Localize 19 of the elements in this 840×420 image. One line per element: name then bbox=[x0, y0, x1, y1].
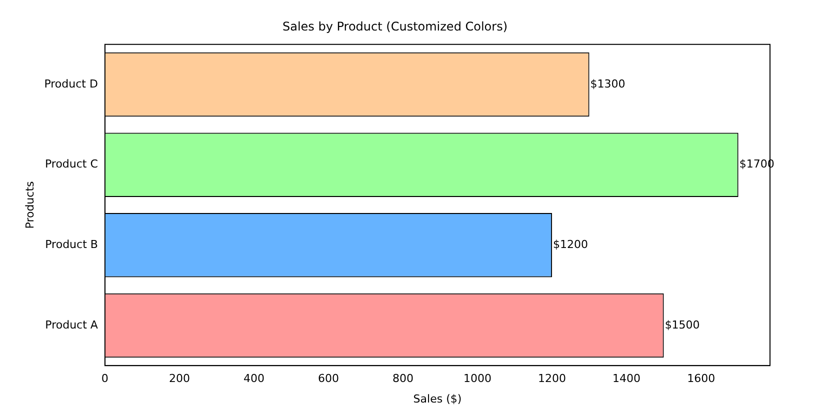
data-label: $1200 bbox=[553, 238, 588, 252]
data-label: $1300 bbox=[590, 77, 626, 90]
x-tick-label: 1400 bbox=[612, 372, 641, 386]
x-tick-label: 1200 bbox=[538, 372, 566, 386]
x-tick-label: 1000 bbox=[464, 372, 492, 386]
x-tick-label: 800 bbox=[392, 372, 414, 386]
x-tick-label: 0 bbox=[101, 372, 108, 386]
x-tick-label: 400 bbox=[243, 372, 264, 386]
y-tick-label: Product B bbox=[45, 238, 98, 252]
y-tick-label: Product C bbox=[44, 158, 98, 171]
chart-title: Sales by Product (Customized Colors) bbox=[282, 19, 508, 34]
data-label: $1500 bbox=[664, 318, 700, 332]
x-tick-label: 600 bbox=[318, 372, 339, 386]
y-tick-label: Product D bbox=[44, 77, 98, 90]
x-tick-label: 200 bbox=[168, 372, 190, 386]
y-tick-label: Product A bbox=[45, 318, 98, 332]
x-tick-label: 1600 bbox=[687, 372, 716, 386]
x-axis-title: Sales ($) bbox=[413, 392, 462, 406]
y-axis-title: Products bbox=[23, 180, 36, 229]
